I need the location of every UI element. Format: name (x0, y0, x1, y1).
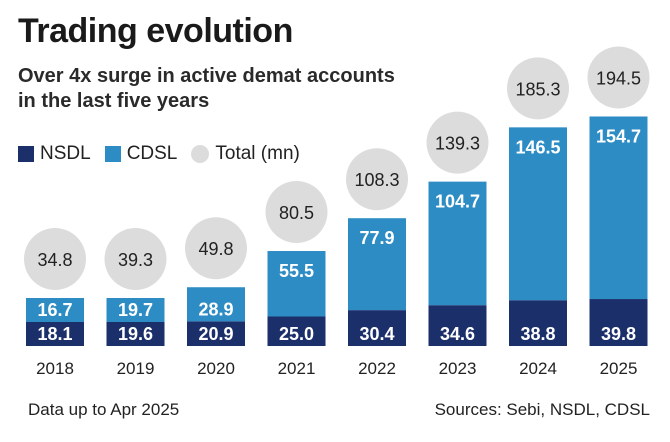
x-tick-label-2023: 2023 (439, 359, 477, 378)
bar-cdsl-2022 (348, 218, 406, 311)
total-label-2019: 39.3 (118, 250, 153, 270)
bar-label-cdsl-2025: 154.7 (596, 126, 641, 146)
total-label-2020: 49.8 (198, 239, 233, 259)
x-tick-label-2020: 2020 (197, 359, 235, 378)
x-tick-label-2025: 2025 (600, 359, 638, 378)
total-label-2023: 139.3 (435, 134, 480, 154)
legend-item-total: Total (mn) (191, 143, 300, 165)
bar-label-cdsl-2021: 55.5 (279, 261, 314, 281)
x-tick-label-2018: 2018 (36, 359, 74, 378)
bar-label-nsdl-2023: 34.6 (440, 324, 475, 344)
bar-label-cdsl-2023: 104.7 (435, 192, 480, 212)
total-label-2018: 34.8 (37, 250, 72, 270)
total-bubble-2019 (104, 228, 167, 290)
bar-cdsl-2018 (26, 298, 84, 322)
bar-nsdl-2021 (267, 316, 326, 346)
bar-cdsl-2020 (187, 287, 245, 322)
total-label-2021: 80.5 (279, 203, 314, 223)
total-label-2022: 108.3 (354, 170, 399, 190)
subtitle-line-2: in the last five years (18, 90, 210, 112)
legend-label-nsdl: NSDL (40, 143, 91, 164)
x-tick-label-2021: 2021 (278, 359, 316, 378)
bar-cdsl-2025 (589, 116, 648, 300)
bar-label-nsdl-2024: 38.8 (520, 324, 555, 344)
total-bubble-2022 (346, 148, 408, 211)
bar-cdsl-2023 (428, 181, 487, 306)
bar-label-nsdl-2018: 18.1 (37, 324, 72, 344)
x-tick-label-2022: 2022 (358, 359, 396, 378)
total-label-2025: 194.5 (596, 68, 641, 88)
bar-label-cdsl-2018: 16.7 (37, 300, 72, 320)
bar-nsdl-2025 (589, 299, 648, 346)
legend-label-total: Total (mn) (215, 143, 300, 164)
source-note: Sources: Sebi, NSDL, CDSL (434, 400, 650, 419)
bar-nsdl-2022 (348, 310, 406, 346)
bar-label-nsdl-2025: 39.8 (601, 324, 636, 344)
x-tick-label-2019: 2019 (117, 359, 155, 378)
legend-swatch-cdsl (104, 146, 121, 162)
subtitle-line-1: Over 4x surge in active demat accounts (18, 65, 395, 87)
legend-swatch-nsdl (18, 146, 34, 162)
bar-cdsl-2019 (106, 298, 165, 322)
total-bubble-2020 (185, 217, 247, 280)
bar-cdsl-2024 (509, 127, 567, 301)
bar-label-cdsl-2022: 77.9 (359, 228, 394, 248)
bar-label-cdsl-2024: 146.5 (515, 137, 560, 157)
bar-cdsl-2021 (267, 251, 326, 317)
bar-label-nsdl-2022: 30.4 (359, 324, 394, 344)
total-bubble-2018 (24, 228, 86, 290)
bar-label-nsdl-2019: 19.6 (118, 324, 153, 344)
bar-label-nsdl-2021: 25.0 (279, 324, 314, 344)
total-bubble-2025 (587, 46, 650, 109)
bar-nsdl-2024 (509, 300, 567, 346)
bar-nsdl-2018 (26, 322, 84, 346)
total-bubble-2024 (507, 57, 569, 120)
bar-nsdl-2023 (428, 305, 487, 346)
legend-item-nsdl: NSDL (18, 143, 91, 165)
total-bubble-2021 (265, 181, 328, 244)
chart-subtitle: Over 4x surge in active demat accounts i… (18, 64, 438, 114)
legend-swatch-total (191, 145, 210, 163)
bar-label-nsdl-2020: 20.9 (198, 324, 233, 344)
bar-nsdl-2019 (106, 322, 165, 346)
chart-title: Trading evolution (18, 12, 293, 50)
total-label-2024: 185.3 (515, 79, 560, 99)
bar-label-cdsl-2019: 19.7 (118, 300, 153, 320)
bar-label-cdsl-2020: 28.9 (198, 299, 233, 319)
legend-item-cdsl: CDSL (104, 143, 178, 165)
data-note: Data up to Apr 2025 (28, 400, 180, 419)
bar-nsdl-2020 (187, 321, 245, 346)
chart-legend: NSDL CDSL Total (mn) (18, 142, 314, 166)
x-tick-label-2024: 2024 (519, 359, 557, 378)
total-bubble-2023 (426, 111, 489, 174)
legend-label-cdsl: CDSL (126, 143, 178, 164)
